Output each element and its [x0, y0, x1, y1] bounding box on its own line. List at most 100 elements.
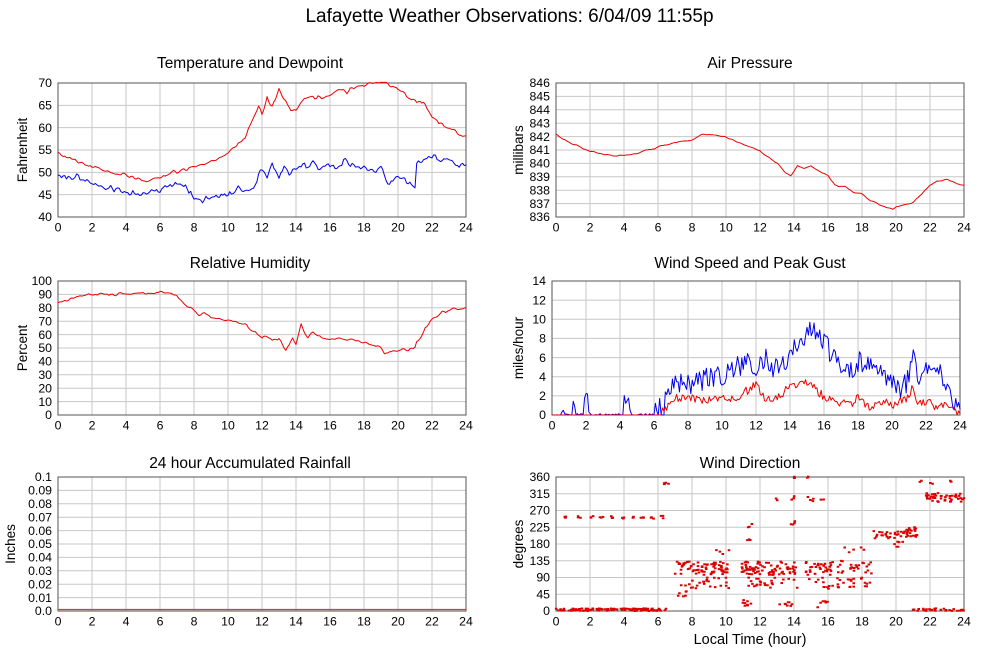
svg-text:225: 225	[529, 520, 550, 534]
svg-text:55: 55	[38, 143, 52, 157]
svg-text:16: 16	[323, 615, 337, 629]
svg-text:845: 845	[529, 90, 550, 104]
svg-text:0: 0	[543, 604, 550, 618]
svg-text:360: 360	[529, 470, 550, 484]
svg-text:22: 22	[425, 615, 439, 629]
svg-text:14: 14	[289, 418, 303, 432]
svg-text:12: 12	[255, 418, 269, 432]
svg-text:10: 10	[38, 394, 52, 408]
svg-text:8: 8	[191, 418, 198, 432]
svg-text:0.03: 0.03	[28, 564, 52, 578]
svg-text:0: 0	[553, 615, 560, 629]
svg-text:24: 24	[459, 418, 473, 432]
svg-text:0: 0	[45, 408, 52, 422]
svg-text:24: 24	[459, 615, 473, 629]
svg-text:0.05: 0.05	[28, 537, 52, 551]
svg-text:6: 6	[157, 221, 164, 235]
svg-text:90: 90	[536, 571, 550, 585]
svg-text:14: 14	[289, 221, 303, 235]
svg-text:12: 12	[255, 221, 269, 235]
svg-text:14: 14	[783, 418, 797, 432]
svg-text:0: 0	[55, 418, 62, 432]
svg-text:842: 842	[529, 130, 550, 144]
svg-text:4: 4	[621, 221, 628, 235]
svg-text:135: 135	[529, 554, 550, 568]
svg-text:6: 6	[539, 350, 546, 364]
svg-text:10: 10	[719, 221, 733, 235]
svg-text:14: 14	[787, 221, 801, 235]
svg-text:0: 0	[539, 408, 546, 422]
svg-text:20: 20	[885, 418, 899, 432]
svg-text:40: 40	[38, 354, 52, 368]
svg-text:6: 6	[655, 221, 662, 235]
svg-text:841: 841	[529, 143, 550, 157]
svg-text:24: 24	[953, 418, 967, 432]
svg-text:2: 2	[539, 389, 546, 403]
svg-text:30: 30	[38, 368, 52, 382]
svg-text:0.07: 0.07	[28, 510, 52, 524]
svg-text:14: 14	[787, 615, 801, 629]
svg-text:6: 6	[655, 615, 662, 629]
svg-text:839: 839	[529, 170, 550, 184]
svg-text:20: 20	[391, 418, 405, 432]
svg-text:843: 843	[529, 116, 550, 130]
svg-text:0.06: 0.06	[28, 524, 52, 538]
svg-text:10: 10	[715, 418, 729, 432]
svg-text:65: 65	[38, 99, 52, 113]
svg-text:4: 4	[123, 615, 130, 629]
svg-text:0.01: 0.01	[28, 591, 52, 605]
svg-text:0: 0	[55, 221, 62, 235]
svg-text:180: 180	[529, 537, 550, 551]
svg-text:12: 12	[753, 221, 767, 235]
svg-text:0.1: 0.1	[35, 470, 52, 484]
svg-text:16: 16	[821, 221, 835, 235]
svg-text:14: 14	[289, 615, 303, 629]
svg-text:8: 8	[689, 221, 696, 235]
svg-text:45: 45	[536, 587, 550, 601]
svg-text:270: 270	[529, 504, 550, 518]
svg-text:0: 0	[549, 418, 556, 432]
svg-text:70: 70	[38, 314, 52, 328]
svg-text:20: 20	[889, 615, 903, 629]
svg-text:16: 16	[323, 418, 337, 432]
svg-text:20: 20	[391, 221, 405, 235]
svg-text:0: 0	[55, 615, 62, 629]
svg-text:50: 50	[38, 341, 52, 355]
svg-text:18: 18	[851, 418, 865, 432]
svg-text:2: 2	[89, 221, 96, 235]
svg-text:836: 836	[529, 210, 550, 224]
svg-text:18: 18	[357, 221, 371, 235]
svg-text:12: 12	[532, 293, 546, 307]
svg-text:16: 16	[817, 418, 831, 432]
svg-text:0.0: 0.0	[35, 604, 52, 618]
svg-text:846: 846	[529, 76, 550, 90]
svg-text:2: 2	[89, 615, 96, 629]
svg-text:0: 0	[553, 221, 560, 235]
svg-text:837: 837	[529, 197, 550, 211]
svg-text:6: 6	[651, 418, 658, 432]
svg-text:4: 4	[617, 418, 624, 432]
svg-text:2: 2	[583, 418, 590, 432]
svg-text:4: 4	[123, 418, 130, 432]
svg-text:315: 315	[529, 487, 550, 501]
svg-text:12: 12	[255, 615, 269, 629]
svg-text:8: 8	[689, 615, 696, 629]
svg-text:10: 10	[221, 221, 235, 235]
svg-text:2: 2	[587, 221, 594, 235]
svg-text:16: 16	[323, 221, 337, 235]
svg-text:840: 840	[529, 157, 550, 171]
svg-text:18: 18	[357, 418, 371, 432]
svg-text:22: 22	[923, 615, 937, 629]
svg-text:10: 10	[221, 615, 235, 629]
svg-text:18: 18	[855, 221, 869, 235]
svg-text:844: 844	[529, 103, 550, 117]
svg-text:8: 8	[539, 331, 546, 345]
svg-text:22: 22	[919, 418, 933, 432]
svg-text:4: 4	[123, 221, 130, 235]
svg-text:6: 6	[157, 418, 164, 432]
svg-text:20: 20	[391, 615, 405, 629]
svg-text:12: 12	[749, 418, 763, 432]
svg-text:10: 10	[221, 418, 235, 432]
svg-text:2: 2	[587, 615, 594, 629]
svg-text:4: 4	[621, 615, 628, 629]
